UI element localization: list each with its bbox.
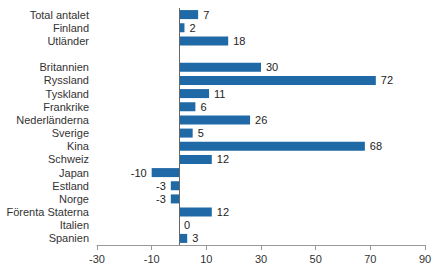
svg-text:Estland: Estland	[52, 180, 89, 192]
svg-text:Utländer: Utländer	[47, 35, 89, 47]
svg-text:70: 70	[364, 253, 376, 265]
svg-text:Frankrike: Frankrike	[43, 101, 89, 113]
svg-text:30: 30	[266, 61, 278, 73]
svg-text:Japan: Japan	[59, 167, 89, 179]
svg-text:26: 26	[255, 114, 267, 126]
svg-text:2: 2	[189, 22, 195, 34]
svg-text:0: 0	[184, 219, 190, 231]
svg-text:Kina: Kina	[67, 140, 90, 152]
svg-text:Schweiz: Schweiz	[48, 153, 89, 165]
svg-text:10: 10	[200, 253, 212, 265]
svg-text:-30: -30	[89, 253, 105, 265]
svg-text:Nederländerna: Nederländerna	[16, 114, 90, 126]
svg-text:Tyskland: Tyskland	[46, 88, 89, 100]
svg-text:-10: -10	[144, 253, 160, 265]
svg-text:-3: -3	[156, 180, 166, 192]
svg-text:Italien: Italien	[60, 219, 89, 231]
svg-text:-3: -3	[156, 193, 166, 205]
svg-text:18: 18	[233, 35, 245, 47]
svg-text:7: 7	[203, 9, 209, 21]
svg-text:3: 3	[192, 232, 198, 244]
svg-text:Ryssland: Ryssland	[44, 74, 89, 86]
svg-text:90: 90	[419, 253, 431, 265]
svg-text:30: 30	[255, 253, 267, 265]
svg-text:12: 12	[217, 153, 229, 165]
svg-text:Sverige: Sverige	[52, 127, 89, 139]
svg-text:11: 11	[214, 88, 225, 100]
svg-text:12: 12	[217, 206, 229, 218]
svg-text:50: 50	[310, 253, 322, 265]
svg-text:Finland: Finland	[53, 22, 89, 34]
svg-text:Förenta Staterna: Förenta Staterna	[6, 206, 89, 218]
svg-text:Spanien: Spanien	[49, 232, 89, 244]
svg-text:Total antalet: Total antalet	[30, 9, 89, 21]
svg-text:72: 72	[381, 74, 393, 86]
svg-text:6: 6	[200, 101, 206, 113]
svg-text:Britannien: Britannien	[39, 61, 89, 73]
svg-text:-10: -10	[131, 167, 147, 179]
svg-text:Norge: Norge	[59, 193, 89, 205]
svg-text:5: 5	[198, 127, 204, 139]
svg-text:68: 68	[370, 140, 382, 152]
